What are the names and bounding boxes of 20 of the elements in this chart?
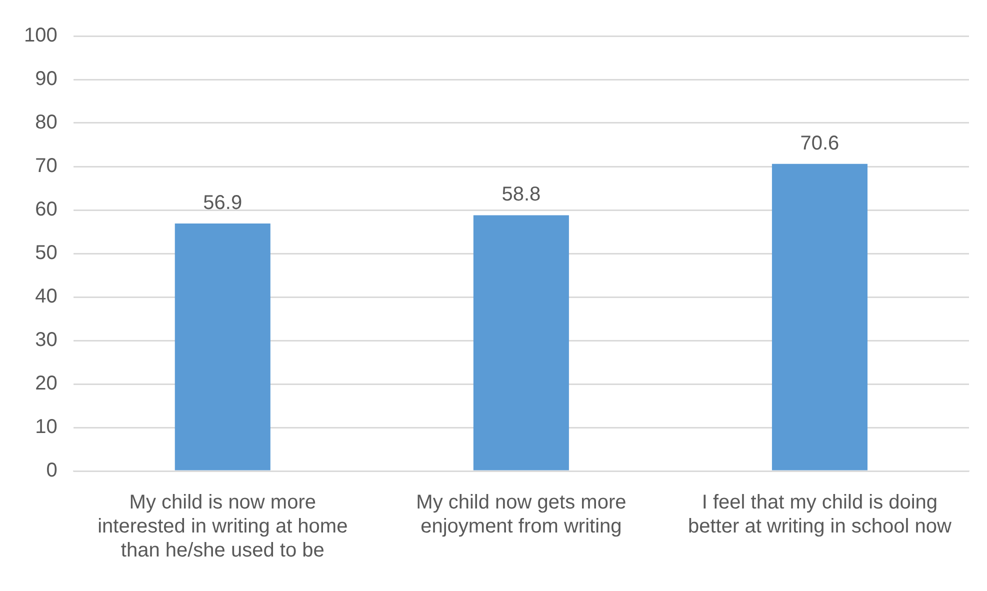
bar: [772, 164, 868, 470]
x-tick-label: My child now gets more enjoyment from writing: [416, 492, 626, 538]
data-label: 70.6: [800, 132, 840, 154]
x-tick-label: My child is now more interested in writing at home than he/she used to be: [98, 492, 348, 562]
y-tick-label: 30: [35, 329, 58, 352]
y-tick-label: 80: [35, 112, 58, 134]
data-label: 56.9: [203, 192, 242, 214]
y-tick-label: 100: [24, 24, 58, 47]
bar: [174, 223, 270, 470]
y-tick-label: 90: [35, 68, 58, 90]
x-tick-label: I feel that my child is doing better at writing in school now: [688, 492, 952, 538]
y-tick-label: 10: [35, 416, 58, 438]
y-tick-label: 50: [35, 242, 58, 264]
y-tick-label: 70: [35, 155, 58, 178]
y-tick-label: 60: [35, 198, 58, 221]
bar: [473, 215, 569, 470]
y-tick-label: 0: [46, 460, 58, 482]
data-label: 58.8: [502, 184, 541, 206]
y-tick-label: 40: [35, 286, 58, 308]
y-tick-label: 20: [35, 372, 58, 395]
